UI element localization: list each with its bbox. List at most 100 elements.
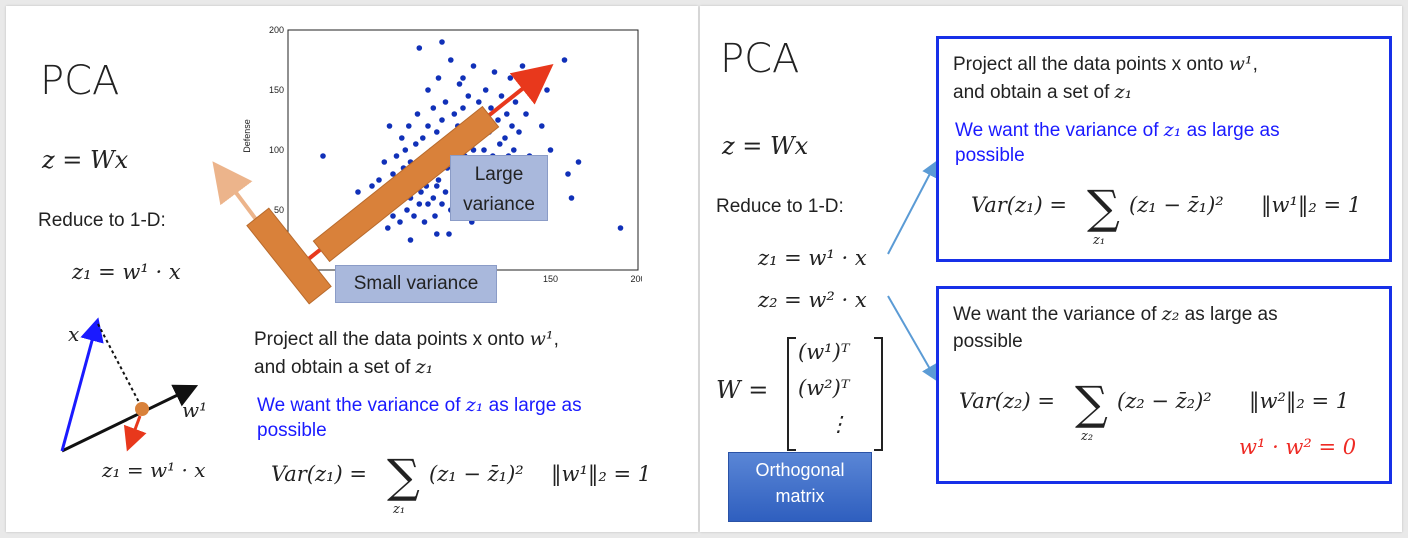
slide-title: PCA [720,36,800,82]
large-variance-label-line2: variance [463,194,535,215]
scatter-point [498,93,505,99]
slide-title: PCA [40,58,120,104]
scatter-point [568,195,575,201]
project-text-line2: and obtain a set of z₁ [254,356,434,378]
scatter-point [385,225,391,231]
scatter-point [393,153,400,159]
orthogonal-matrix-label: Orthogonal matrix [728,452,872,522]
connector-lines [887,160,937,382]
scatter-point [376,177,382,183]
variance-box-z2: We want the variance of z₂ as large as p… [936,286,1392,484]
scatter-point [465,93,472,99]
box2-want-line2: possible [953,331,1023,352]
y-tick-label: 200 [269,25,284,35]
scatter-point [434,183,440,189]
large-variance-label-line1: Large [474,164,524,185]
equation-z1: z₁ = w¹ · x [758,246,867,270]
reduce-label: Reduce to 1-D: [38,210,166,231]
matrix-row3: ⋮ [828,412,849,436]
scatter-point [561,57,568,63]
scatter-point [430,105,437,111]
scatter-point [565,171,571,177]
scatter-point [439,117,445,123]
scatter-point [425,123,431,129]
scatter-point [390,213,396,219]
scatter-point [482,87,489,93]
y-axis-label: Defense [242,119,252,153]
scatter-point [523,111,529,117]
projection-value-arrow [123,415,147,452]
scatter-point [399,135,405,141]
scatter-point [407,237,414,243]
scatter-point [425,201,431,207]
x-vector-arrow [60,317,104,452]
scatter-point [414,111,421,117]
scatter-point [539,123,545,129]
orthogonality-constraint: w¹ · w² = 0 [1239,435,1357,459]
scatter-point [497,141,503,147]
scatter-point [386,123,393,129]
matrix-w-label: W = [716,376,769,404]
box1-project-line1: Project all the data points x onto w¹, [953,53,1258,75]
scatter-point [418,189,424,195]
scatter-point [416,201,423,207]
equation-z-wx: z = Wx [42,146,129,174]
scatter-point [481,147,487,153]
projection-point [135,402,149,416]
scatter-point [460,105,466,111]
want-variance-line2: possible [257,420,327,441]
scatter-point [446,231,452,237]
scatter-point [425,87,431,93]
scatter-point [390,171,396,177]
small-variance-bar [246,207,332,305]
scatter-point [411,213,417,219]
matrix-row2: (w²)ᵀ [798,376,850,400]
w1-axis-arrow [61,384,199,453]
scatter-point [439,39,445,45]
x-tick-label: 200 [630,274,642,284]
scatter-point [470,63,477,69]
connector-z1-to-box1 [887,160,937,255]
scatter-point [406,123,412,129]
scatter-point [488,105,494,111]
box2-want-line1: We want the variance of z₂ as large as [953,303,1278,325]
y-tick-label: 150 [269,85,284,95]
equation-z2: z₂ = w² · x [758,288,867,312]
y-tick-label: 100 [269,145,284,155]
large-variance-label: Large variance [450,155,548,221]
scatter-point [547,147,554,153]
box1-want-line1: We want the variance of z₁ as large as [955,119,1280,141]
slide-left: PCA z = Wx Reduce to 1-D: z₁ = w¹ · x De… [6,6,698,532]
scatter-point [355,189,361,195]
scatter-point [397,219,403,225]
scatter-point [434,231,440,237]
equation-z-wx: z = Wx [722,132,809,160]
projection-dotted-line [97,323,143,409]
sum-symbol: ∑ [387,449,420,503]
scatter-point [575,159,582,165]
scatter-point [421,219,428,225]
x-tick-label: 150 [543,274,558,284]
scatter-point [439,201,445,207]
box1-project-line2: and obtain a set of z₁ [953,81,1133,103]
projection-equation: z₁ = w¹ · x [102,458,206,482]
scatter-point [451,111,458,117]
scatter-point [504,111,510,117]
scatter-point [448,57,454,63]
scatter-point [442,189,449,195]
scatter-point [516,129,522,135]
scatter-point [402,147,409,153]
variance-box-z1: Project all the data points x onto w¹, a… [936,36,1392,262]
scatter-point [511,147,517,153]
scatter-point [502,135,508,141]
matrix-brackets [787,337,883,451]
scatter-point [413,141,419,147]
scatter-point [320,153,326,159]
scatter-point [404,207,410,213]
scatter-point [495,117,501,123]
small-variance-label: Small variance [335,265,497,303]
scatter-point [460,75,466,81]
scatter-point [435,75,442,81]
scatter-point [442,99,449,105]
vector-w1-label: w¹ [182,398,208,422]
